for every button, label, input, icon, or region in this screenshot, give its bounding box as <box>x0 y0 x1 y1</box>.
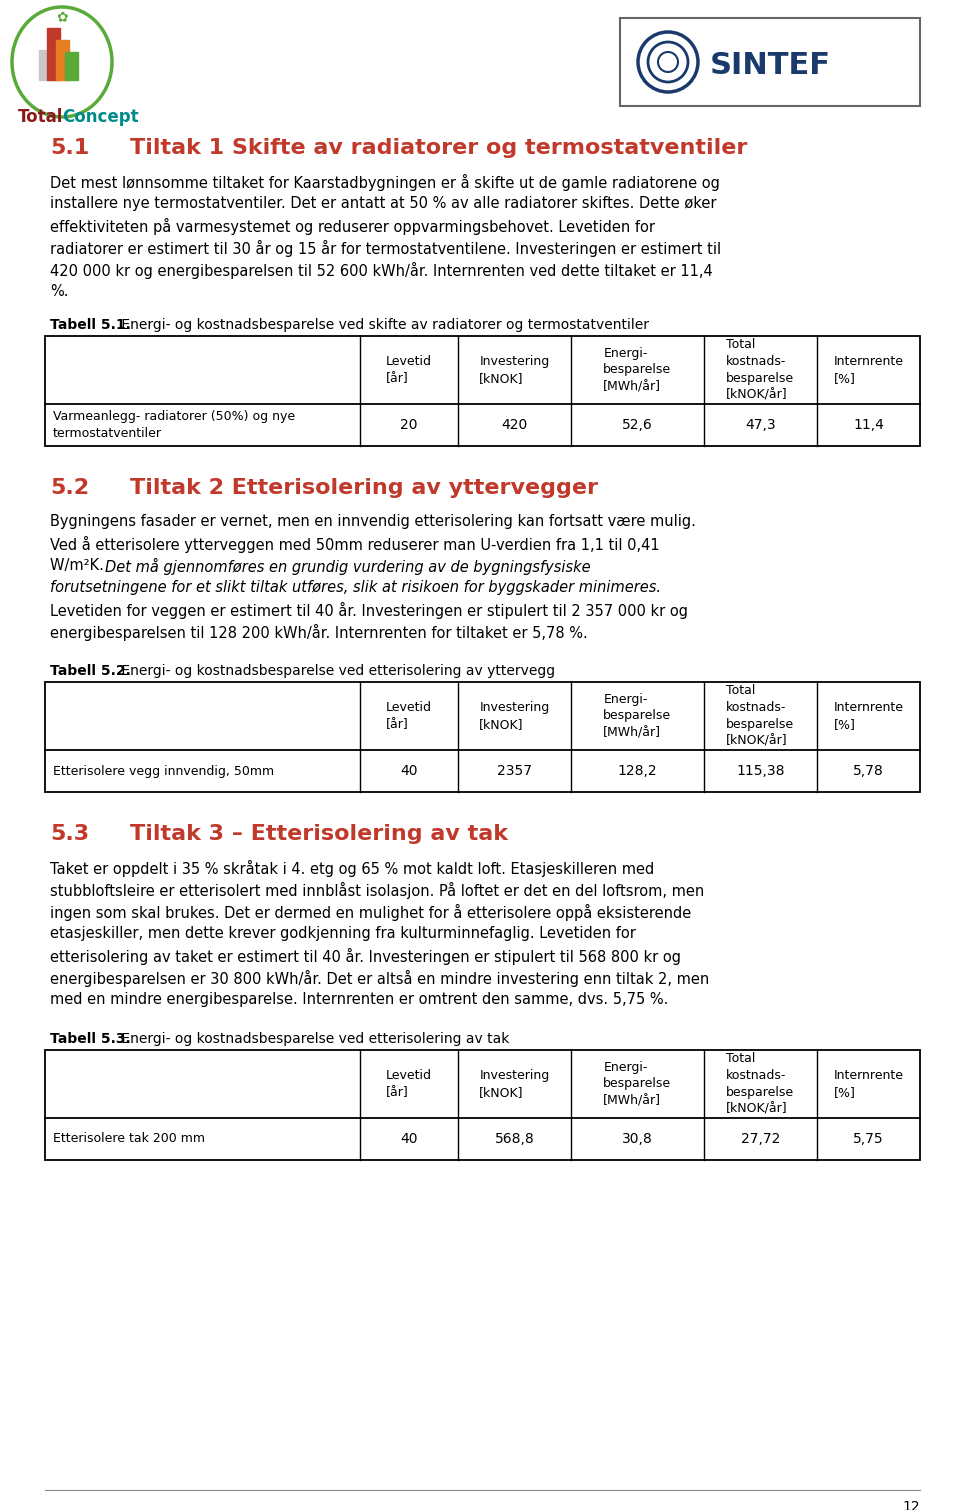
Text: forutsetningene for et slikt tiltak utføres, slik at risikoen for byggskader min: forutsetningene for et slikt tiltak utfø… <box>50 580 661 595</box>
Text: Investering
[kNOK]: Investering [kNOK] <box>479 355 549 385</box>
Text: Tiltak 3 – Etterisolering av tak: Tiltak 3 – Etterisolering av tak <box>130 824 508 844</box>
Text: 115,38: 115,38 <box>736 764 784 778</box>
Text: Energi- og kostnadsbesparelse ved skifte av radiatorer og termostatventiler: Energi- og kostnadsbesparelse ved skifte… <box>117 319 649 332</box>
Text: 52,6: 52,6 <box>622 418 653 432</box>
Text: energibesparelsen til 128 200 kWh/år. Internrenten for tiltaket er 5,78 %.: energibesparelsen til 128 200 kWh/år. In… <box>50 624 588 642</box>
Text: Total
kostnads-
besparelse
[kNOK/år]: Total kostnads- besparelse [kNOK/år] <box>726 684 794 747</box>
Text: etterisolering av taket er estimert til 40 år. Investeringen er stipulert til 56: etterisolering av taket er estimert til … <box>50 948 681 965</box>
Ellipse shape <box>12 8 112 116</box>
Text: Etterisolere tak 200 mm: Etterisolere tak 200 mm <box>53 1132 205 1146</box>
Text: Etterisolere vegg innvendig, 50mm: Etterisolere vegg innvendig, 50mm <box>53 764 275 778</box>
Bar <box>65 51 78 80</box>
Text: Bygningens fasader er vernet, men en innvendig etterisolering kan fortsatt være : Bygningens fasader er vernet, men en inn… <box>50 513 696 528</box>
Text: 30,8: 30,8 <box>622 1132 653 1146</box>
Text: Internrente
[%]: Internrente [%] <box>833 355 903 385</box>
Text: Ved å etterisolere ytterveggen med 50mm reduserer man U-verdien fra 1,1 til 0,41: Ved å etterisolere ytterveggen med 50mm … <box>50 536 660 553</box>
Text: 2357: 2357 <box>497 764 532 778</box>
Text: ✿: ✿ <box>57 11 68 24</box>
Text: ingen som skal brukes. Det er dermed en mulighet for å etterisolere oppå eksiste: ingen som skal brukes. Det er dermed en … <box>50 904 691 921</box>
Text: Investering
[kNOK]: Investering [kNOK] <box>479 1069 549 1099</box>
Bar <box>39 50 52 80</box>
Text: Levetid
[år]: Levetid [år] <box>386 1069 432 1099</box>
Text: Energi- og kostnadsbesparelse ved etterisolering av yttervegg: Energi- og kostnadsbesparelse ved etteri… <box>117 664 555 678</box>
Text: etasjeskiller, men dette krever godkjenning fra kulturminnefaglig. Levetiden for: etasjeskiller, men dette krever godkjenn… <box>50 926 636 941</box>
Text: W/m²K.: W/m²K. <box>50 559 108 572</box>
Text: Levetiden for veggen er estimert til 40 år. Investeringen er stipulert til 2 357: Levetiden for veggen er estimert til 40 … <box>50 602 688 619</box>
Text: Taket er oppdelt i 35 % skråtak i 4. etg og 65 % mot kaldt loft. Etasjeskilleren: Taket er oppdelt i 35 % skråtak i 4. etg… <box>50 861 655 877</box>
Text: 568,8: 568,8 <box>494 1132 535 1146</box>
Text: 5.2: 5.2 <box>50 479 89 498</box>
Text: Levetid
[år]: Levetid [år] <box>386 701 432 731</box>
Text: 128,2: 128,2 <box>617 764 658 778</box>
Text: Total
kostnads-
besparelse
[kNOK/år]: Total kostnads- besparelse [kNOK/år] <box>726 338 794 402</box>
Bar <box>620 18 920 106</box>
Text: 12: 12 <box>902 1499 920 1510</box>
Text: 420: 420 <box>501 418 528 432</box>
Bar <box>45 337 920 445</box>
Text: Internrente
[%]: Internrente [%] <box>833 1069 903 1099</box>
Text: %.: %. <box>50 284 68 299</box>
Text: 20: 20 <box>400 418 418 432</box>
Text: 420 000 kr og energibesparelsen til 52 600 kWh/år. Internrenten ved dette tiltak: 420 000 kr og energibesparelsen til 52 6… <box>50 263 712 279</box>
Text: stubbloftsleire er etterisolert med innblåst isolasjon. På loftet er det en del : stubbloftsleire er etterisolert med innb… <box>50 882 705 898</box>
Text: Investering
[kNOK]: Investering [kNOK] <box>479 701 549 731</box>
Text: 27,72: 27,72 <box>740 1132 780 1146</box>
Text: Concept: Concept <box>62 109 138 125</box>
Text: Tabell 5.3.: Tabell 5.3. <box>50 1031 131 1046</box>
Text: 40: 40 <box>400 764 418 778</box>
Text: radiatorer er estimert til 30 år og 15 år for termostatventilene. Investeringen : radiatorer er estimert til 30 år og 15 å… <box>50 240 721 257</box>
Text: Det mest lønnsomme tiltaket for Kaarstadbygningen er å skifte ut de gamle radiat: Det mest lønnsomme tiltaket for Kaarstad… <box>50 174 720 192</box>
Bar <box>45 1049 920 1160</box>
Text: Tiltak 2 Etterisolering av yttervegger: Tiltak 2 Etterisolering av yttervegger <box>130 479 598 498</box>
Text: Energi-
besparelse
[MWh/år]: Energi- besparelse [MWh/år] <box>603 346 671 394</box>
Text: 40: 40 <box>400 1132 418 1146</box>
Text: Total
kostnads-
besparelse
[kNOK/år]: Total kostnads- besparelse [kNOK/år] <box>726 1052 794 1116</box>
Text: Varmeanlegg- radiatorer (50%) og nye
termostatventiler: Varmeanlegg- radiatorer (50%) og nye ter… <box>53 411 295 439</box>
Bar <box>56 39 69 80</box>
Text: energibesparelsen er 30 800 kWh/år. Det er altså en mindre investering enn tilta: energibesparelsen er 30 800 kWh/år. Det … <box>50 969 709 988</box>
Text: Det må gjennomføres en grundig vurdering av de bygningsfysiske: Det må gjennomføres en grundig vurdering… <box>105 559 590 575</box>
Text: Energi-
besparelse
[MWh/år]: Energi- besparelse [MWh/år] <box>603 693 671 740</box>
Text: Energi-
besparelse
[MWh/år]: Energi- besparelse [MWh/år] <box>603 1060 671 1107</box>
Text: 5,78: 5,78 <box>853 764 884 778</box>
Text: Energi- og kostnadsbesparelse ved etterisolering av tak: Energi- og kostnadsbesparelse ved etteri… <box>117 1031 510 1046</box>
Text: med en mindre energibesparelse. Internrenten er omtrent den samme, dvs. 5,75 %.: med en mindre energibesparelse. Internre… <box>50 992 668 1007</box>
Bar <box>47 29 60 80</box>
Text: Levetid
[år]: Levetid [år] <box>386 355 432 385</box>
Text: 47,3: 47,3 <box>745 418 776 432</box>
Text: Internrente
[%]: Internrente [%] <box>833 701 903 731</box>
Text: 5,75: 5,75 <box>853 1132 884 1146</box>
Text: installere nye termostatventiler. Det er antatt at 50 % av alle radiatorer skift: installere nye termostatventiler. Det er… <box>50 196 716 211</box>
Text: effektiviteten på varmesystemet og reduserer oppvarmingsbehovet. Levetiden for: effektiviteten på varmesystemet og redus… <box>50 217 655 236</box>
Text: 5.1: 5.1 <box>50 137 89 159</box>
Text: SINTEF: SINTEF <box>710 50 831 80</box>
Text: 11,4: 11,4 <box>852 418 884 432</box>
Text: Tabell 5.2.: Tabell 5.2. <box>50 664 131 678</box>
Text: Tabell 5.1.: Tabell 5.1. <box>50 319 131 332</box>
Text: Total: Total <box>18 109 63 125</box>
Text: 5.3: 5.3 <box>50 824 89 844</box>
Text: Tiltak 1 Skifte av radiatorer og termostatventiler: Tiltak 1 Skifte av radiatorer og termost… <box>130 137 748 159</box>
Bar <box>45 683 920 793</box>
